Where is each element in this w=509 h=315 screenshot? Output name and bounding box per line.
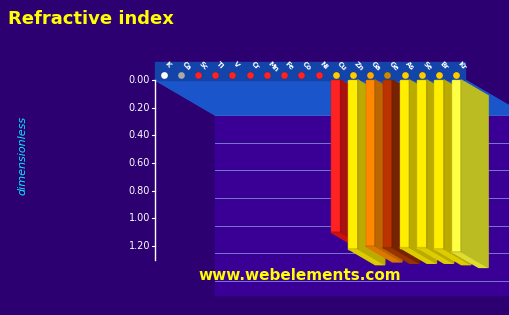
Polygon shape — [399, 80, 409, 248]
Polygon shape — [340, 80, 367, 248]
Polygon shape — [348, 80, 357, 249]
Polygon shape — [416, 248, 453, 263]
Text: Ge: Ge — [387, 60, 399, 72]
Polygon shape — [451, 252, 487, 267]
Polygon shape — [443, 80, 470, 265]
Polygon shape — [348, 249, 384, 265]
Text: Fe: Fe — [284, 60, 294, 71]
Text: 0.80: 0.80 — [128, 186, 150, 196]
Text: V: V — [232, 60, 240, 68]
Polygon shape — [330, 80, 340, 232]
Text: 0.40: 0.40 — [128, 130, 150, 140]
Text: Br: Br — [438, 60, 449, 71]
Polygon shape — [409, 80, 436, 263]
Polygon shape — [451, 80, 460, 252]
Polygon shape — [365, 80, 374, 246]
Polygon shape — [215, 115, 509, 295]
Text: Cr: Cr — [249, 60, 260, 70]
Polygon shape — [434, 249, 470, 265]
Text: As: As — [404, 60, 415, 71]
Text: K: K — [163, 60, 172, 68]
Text: www.webelements.com: www.webelements.com — [199, 267, 401, 283]
Polygon shape — [155, 80, 509, 115]
Text: 1.20: 1.20 — [128, 241, 150, 251]
Text: Sc: Sc — [197, 60, 208, 71]
Text: Ti: Ti — [215, 60, 224, 70]
Text: 1.00: 1.00 — [128, 214, 150, 223]
Polygon shape — [365, 246, 401, 262]
Text: Ca: Ca — [181, 60, 191, 71]
Polygon shape — [460, 80, 487, 267]
Polygon shape — [426, 80, 453, 263]
Text: 0.20: 0.20 — [128, 103, 150, 113]
Text: Zn: Zn — [352, 60, 364, 72]
Text: Ni: Ni — [318, 60, 328, 70]
Text: 0.60: 0.60 — [128, 158, 150, 168]
Polygon shape — [416, 80, 426, 248]
Text: Ga: Ga — [370, 60, 381, 72]
Polygon shape — [382, 248, 418, 263]
Polygon shape — [399, 248, 436, 263]
Polygon shape — [155, 62, 464, 80]
Polygon shape — [391, 80, 418, 263]
Text: Cu: Cu — [335, 60, 347, 72]
Polygon shape — [374, 80, 401, 262]
Polygon shape — [357, 80, 384, 265]
Polygon shape — [434, 80, 443, 249]
Polygon shape — [330, 232, 367, 248]
Text: Kr: Kr — [456, 60, 466, 71]
Text: Co: Co — [301, 60, 312, 71]
Text: Refractive index: Refractive index — [8, 10, 174, 28]
Text: Mn: Mn — [266, 60, 279, 73]
Polygon shape — [382, 80, 391, 248]
Text: Se: Se — [421, 60, 432, 71]
Text: 0.00: 0.00 — [128, 75, 150, 85]
Text: dimensionless: dimensionless — [17, 115, 27, 195]
